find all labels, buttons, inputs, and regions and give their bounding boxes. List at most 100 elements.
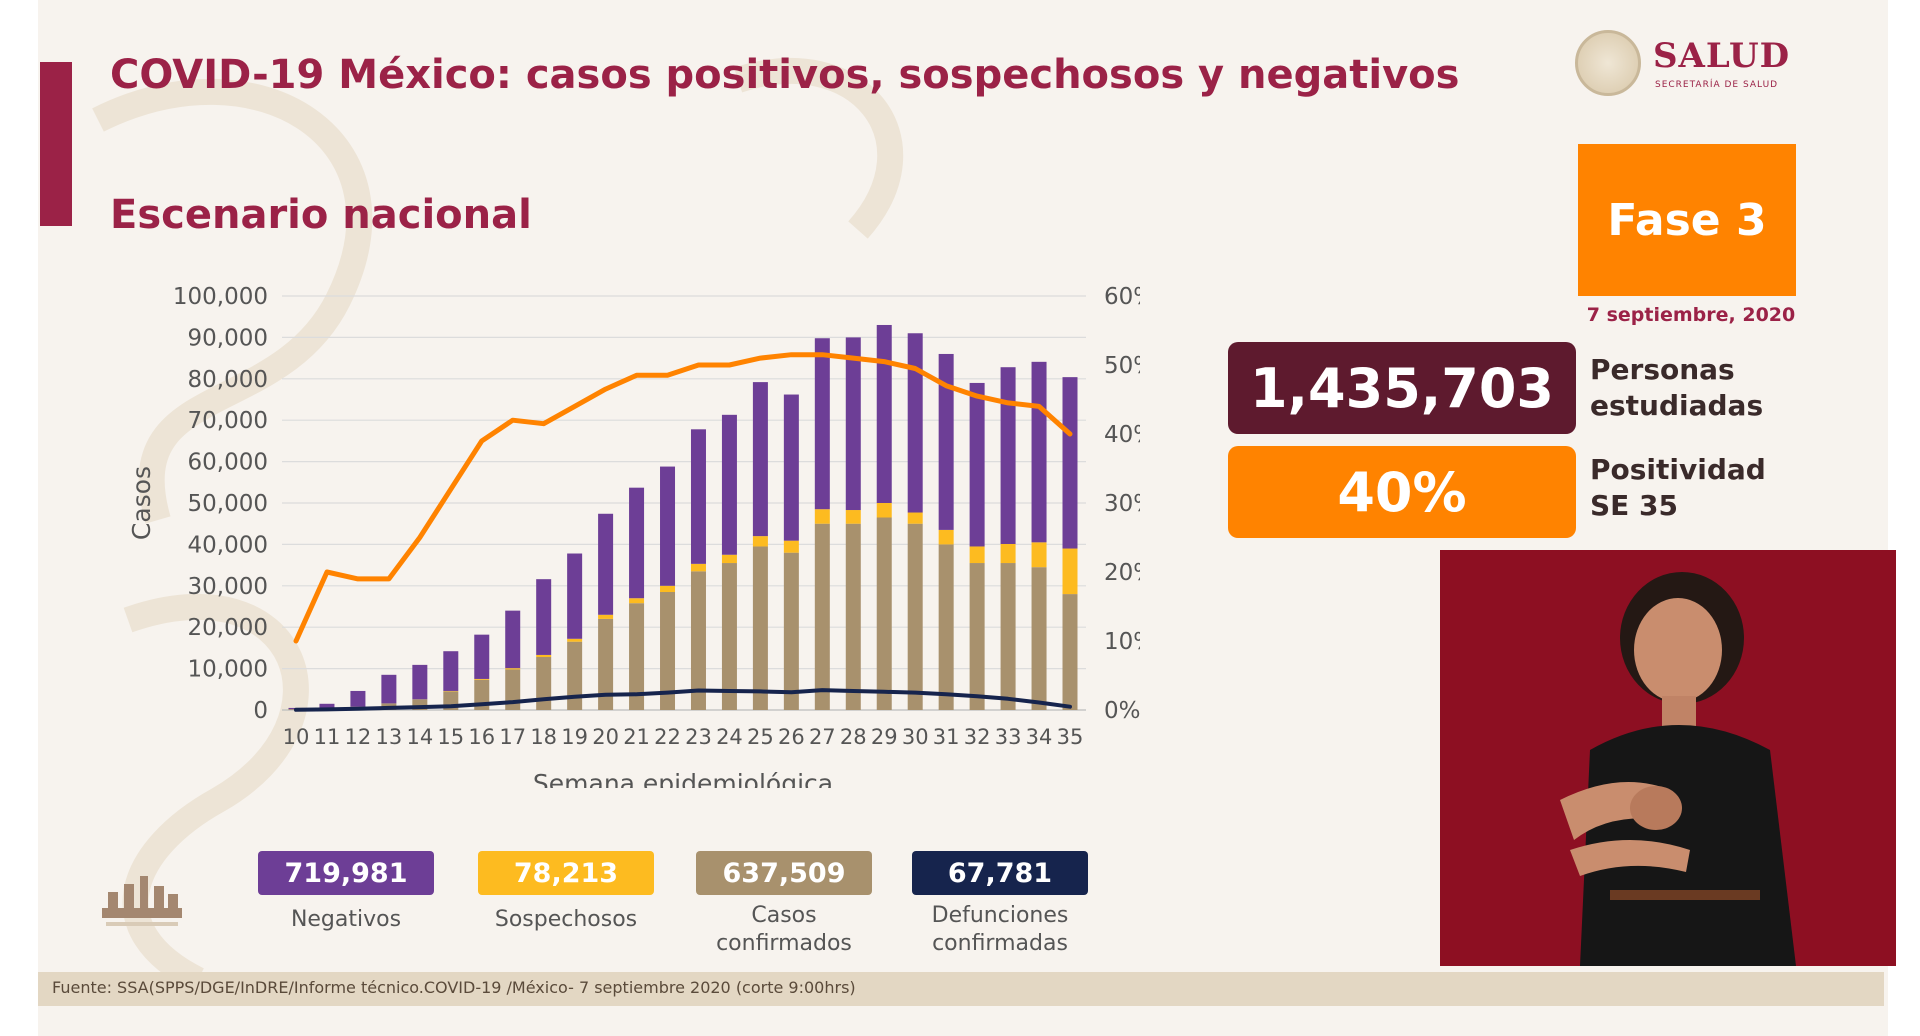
x-tick-label: 25 [747,725,774,749]
bar-negativos [350,690,366,707]
x-tick-label: 17 [499,725,526,749]
covid-cases-chart: 0 10,000 20,000 30,000 40,000 50,000 60,000 70,… [127,284,1140,788]
bar-sospechosos [598,614,614,619]
bar-sospechosos [1062,548,1078,595]
bar-sospechosos [845,510,861,524]
bar-negativos [443,651,459,691]
bar-confirmados [969,563,985,710]
legend-label-line-1: Sospechosos [494,907,638,932]
x-tick-label: 35 [1057,725,1084,749]
x-tick-label: 29 [871,725,898,749]
bar-negativos [907,333,923,513]
line-positividad [293,352,1073,644]
bar-sospechosos [474,678,490,680]
phase-badge: Fase 3 [1578,144,1796,296]
legend-label-line-1: Defunciones [931,903,1069,928]
bar-negativos [690,429,706,564]
bar-negativos [505,610,521,669]
bar-confirmados [690,571,706,710]
bar-confirmados [412,699,428,710]
bar-confirmados [629,603,645,710]
bar-negativos [814,338,830,510]
x-tick-label: 24 [716,725,743,749]
x-tick-label: 23 [685,725,712,749]
x-tick-label: 15 [437,725,464,749]
persons-studied-label: Personas estudiadas [1590,352,1763,424]
bar-sospechosos [690,563,706,572]
legend-label-line-1: Negativos [290,907,402,932]
legend-label-3: Defunciones confirmadas [900,902,1100,958]
bar-negativos [412,664,428,700]
bar-sospechosos [752,536,768,547]
legend-label-0: Negativos [246,906,446,934]
bar-negativos [969,382,985,547]
y-tick-label: 10,000 [188,657,268,683]
bar-sospechosos [876,503,892,518]
bar-negativos [536,579,552,655]
line-defunciones [294,688,1072,712]
bar-confirmados [876,517,892,710]
legend-label-1: Sospechosos [466,906,666,934]
bar-sospechosos [969,546,985,564]
logo-wordmark: SALUD [1653,36,1791,76]
bar-negativos [783,394,799,541]
y2-tick-label: 40% [1104,422,1140,448]
bar-confirmados [536,657,552,710]
legend-label-2: Casos confirmados [684,902,884,958]
legend-label-line-2: confirmados [716,931,852,956]
legend-label-line-1: Casos [751,903,817,928]
page-title: COVID-19 México: casos positivos, sospec… [110,52,1460,98]
x-tick-label: 11 [314,725,341,749]
bar-confirmados [598,618,614,710]
x-tick-label: 27 [809,725,836,749]
bar-negativos [474,634,490,679]
positivity-label-line-1: Positividad [1590,453,1766,486]
bar-sospechosos [629,598,645,604]
bar-negativos [319,703,335,709]
y2-tick-label: 0% [1104,698,1140,724]
bar-confirmados [1031,567,1047,710]
x-tick-label: 31 [933,725,960,749]
x-tick-label: 10 [283,725,310,749]
bar-negativos [938,353,954,530]
monument-logo-icon [102,876,182,926]
x-tick-label: 30 [902,725,929,749]
bar-confirmados [907,523,923,710]
interpreter-figure [1440,550,1896,966]
bar-confirmados [845,523,861,710]
bar-confirmados [814,523,830,710]
x-tick-label: 34 [1026,725,1053,749]
bar-negativos [1062,377,1078,549]
bar-negativos [1000,367,1016,544]
positivity-value: 40% [1228,446,1576,538]
y-tick-label: 40,000 [188,532,268,558]
bar-negativos [845,337,861,511]
positivity-label-line-2: SE 35 [1590,489,1679,522]
x-axis-title: Semana epidemiológica [533,769,833,788]
x-tick-label: 16 [468,725,495,749]
x-tick-label: 32 [964,725,991,749]
y-tick-label: 0 [253,698,268,724]
bar-negativos [598,513,614,615]
bar-sospechosos [505,668,521,670]
bar-sospechosos [1031,542,1047,568]
report-date: 7 septiembre, 2020 [1586,304,1796,326]
x-tick-label: 22 [654,725,681,749]
y2-tick-label: 20% [1104,560,1140,586]
source-bar [38,972,1884,1006]
bar-sospechosos [814,509,830,524]
bar-sospechosos [567,638,583,642]
bar-confirmados [1062,594,1078,710]
legend-chip-2: 637,509 [696,851,872,895]
bar-sospechosos [907,512,923,524]
bar-negativos [660,466,676,586]
x-tick-label: 14 [406,725,433,749]
bar-negativos [381,674,397,704]
bar-sospechosos [1000,543,1016,564]
y2-tick-label: 60% [1104,284,1140,310]
bar-negativos [876,324,892,503]
x-tick-label: 12 [345,725,372,749]
x-tick-label: 21 [623,725,650,749]
x-tick-label: 26 [778,725,805,749]
bar-negativos [1031,361,1047,543]
